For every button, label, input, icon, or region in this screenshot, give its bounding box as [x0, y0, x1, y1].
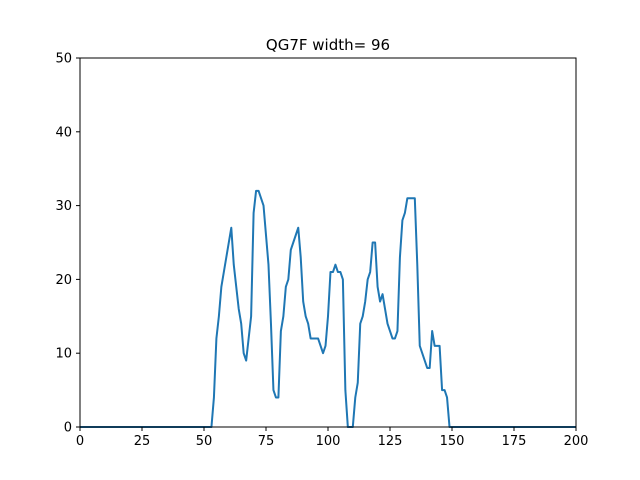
x-tick-label: 175	[502, 434, 527, 449]
x-tick-label: 125	[378, 434, 403, 449]
x-axis: 0 25 50 75 100 125 150 175 200	[76, 427, 589, 449]
y-tick-label: 50	[55, 52, 72, 67]
y-tick-label: 40	[55, 125, 72, 140]
x-tick-label: 25	[134, 434, 151, 449]
y-tick-label: 0	[64, 421, 72, 436]
chart-title: QG7F width= 96	[266, 36, 390, 54]
x-tick-label: 0	[76, 434, 84, 449]
x-tick-label: 75	[258, 434, 275, 449]
x-tick-label: 150	[440, 434, 465, 449]
x-tick-label: 50	[196, 434, 213, 449]
y-tick-label: 10	[55, 347, 72, 362]
x-tick-label: 200	[564, 434, 589, 449]
y-tick-label: 30	[55, 199, 72, 214]
x-tick-label: 100	[316, 434, 341, 449]
y-tick-label: 20	[55, 273, 72, 288]
series-line	[80, 189, 576, 428]
y-axis: 0 10 20 30 40 50	[55, 52, 80, 436]
